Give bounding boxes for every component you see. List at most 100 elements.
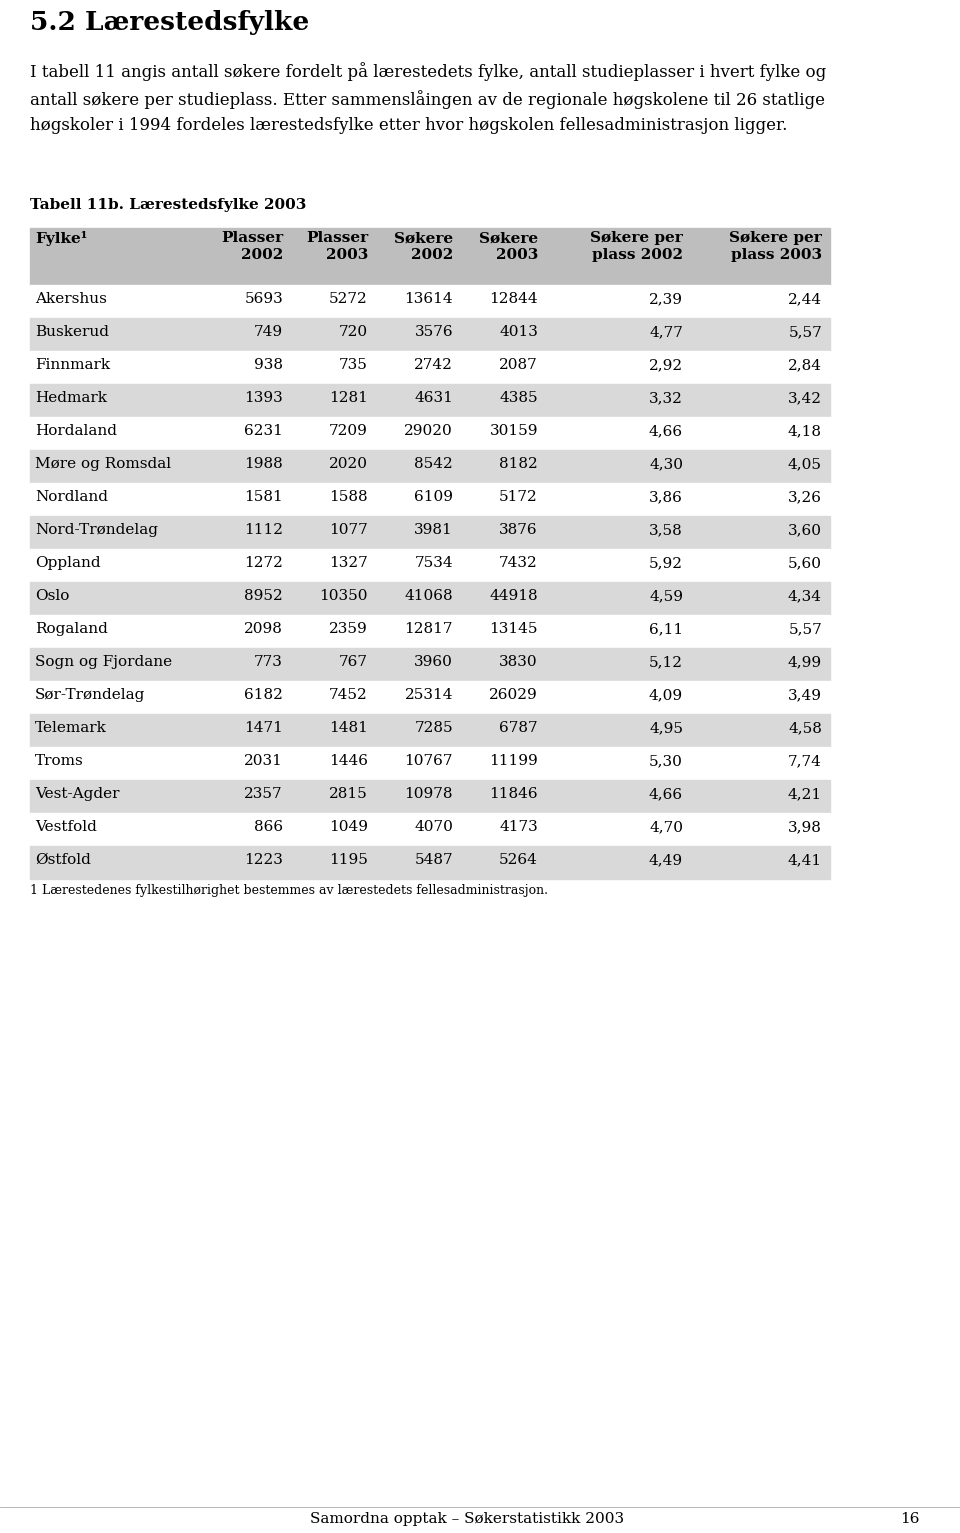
Bar (30, 583, 830, 615)
Text: 4,09: 4,09 (649, 688, 683, 702)
Text: 5,57: 5,57 (788, 622, 822, 636)
Text: 6,11: 6,11 (649, 622, 683, 636)
Text: Plasser
2002: Plasser 2002 (221, 231, 283, 262)
Bar (30, 714, 830, 747)
Text: 5693: 5693 (244, 291, 283, 307)
Text: Søkere
2002: Søkere 2002 (394, 231, 453, 262)
Text: 3,58: 3,58 (649, 523, 683, 537)
Text: Sør-Trøndelag: Sør-Trøndelag (35, 688, 145, 702)
Bar (30, 451, 830, 483)
Text: 7285: 7285 (415, 721, 453, 734)
Text: 8542: 8542 (415, 457, 453, 471)
Text: 1112: 1112 (244, 523, 283, 537)
Text: 866: 866 (253, 820, 283, 834)
Text: 1581: 1581 (244, 491, 283, 504)
Text: 4070: 4070 (414, 820, 453, 834)
Text: 10350: 10350 (320, 589, 368, 602)
Text: 3960: 3960 (414, 655, 453, 668)
Text: 7534: 7534 (415, 556, 453, 570)
Text: 938: 938 (254, 359, 283, 373)
Text: 4,05: 4,05 (788, 457, 822, 471)
Text: 26029: 26029 (490, 688, 538, 702)
Text: 5.2 Lærestedsfylke: 5.2 Lærestedsfylke (30, 11, 309, 35)
Text: 11199: 11199 (490, 754, 538, 768)
Text: 1327: 1327 (329, 556, 368, 570)
Text: 12817: 12817 (404, 622, 453, 636)
Text: 3,86: 3,86 (649, 491, 683, 504)
Text: 13614: 13614 (404, 291, 453, 307)
Text: 4,66: 4,66 (649, 425, 683, 438)
Text: 11846: 11846 (490, 786, 538, 802)
Bar (30, 285, 830, 317)
Text: Tabell 11b. Lærestedsfylke 2003: Tabell 11b. Lærestedsfylke 2003 (30, 198, 306, 212)
Text: 10978: 10978 (404, 786, 453, 802)
Text: 1988: 1988 (244, 457, 283, 471)
Bar (30, 615, 830, 648)
Text: 44918: 44918 (490, 589, 538, 602)
Bar (30, 517, 830, 549)
Bar (30, 483, 830, 517)
Text: 735: 735 (339, 359, 368, 373)
Text: 2,39: 2,39 (649, 291, 683, 307)
Text: 30159: 30159 (490, 425, 538, 438)
Text: 4,66: 4,66 (649, 786, 683, 802)
Text: Vest-Agder: Vest-Agder (35, 786, 119, 802)
Text: 7209: 7209 (329, 425, 368, 438)
Text: Fylke¹: Fylke¹ (35, 231, 87, 245)
Bar (30, 747, 830, 780)
Text: 6787: 6787 (499, 721, 538, 734)
Text: 5264: 5264 (499, 852, 538, 868)
Text: 2087: 2087 (499, 359, 538, 373)
Text: 5,30: 5,30 (649, 754, 683, 768)
Text: 4,18: 4,18 (788, 425, 822, 438)
Text: 8182: 8182 (499, 457, 538, 471)
Text: Oslo: Oslo (35, 589, 69, 602)
Bar (30, 648, 830, 681)
Text: Vestfold: Vestfold (35, 820, 97, 834)
Text: 1049: 1049 (329, 820, 368, 834)
Text: 2,84: 2,84 (788, 359, 822, 373)
Text: 4385: 4385 (499, 391, 538, 405)
Text: Søkere per
plass 2002: Søkere per plass 2002 (590, 231, 683, 262)
Text: 2742: 2742 (414, 359, 453, 373)
Text: 3576: 3576 (415, 325, 453, 339)
Text: 4631: 4631 (414, 391, 453, 405)
Text: 4013: 4013 (499, 325, 538, 339)
Text: 3,98: 3,98 (788, 820, 822, 834)
Text: 5,12: 5,12 (649, 655, 683, 668)
Text: 3876: 3876 (499, 523, 538, 537)
Text: 29020: 29020 (404, 425, 453, 438)
Text: Troms: Troms (35, 754, 84, 768)
Text: 7,74: 7,74 (788, 754, 822, 768)
Text: 1393: 1393 (244, 391, 283, 405)
Text: 3,32: 3,32 (649, 391, 683, 405)
Bar (30, 549, 830, 583)
Bar (30, 317, 830, 351)
Text: 7452: 7452 (329, 688, 368, 702)
Text: 1281: 1281 (329, 391, 368, 405)
Text: Oppland: Oppland (35, 556, 101, 570)
Text: 2357: 2357 (245, 786, 283, 802)
Text: 4,58: 4,58 (788, 721, 822, 734)
Bar (30, 417, 830, 451)
Text: 1446: 1446 (329, 754, 368, 768)
Text: 3981: 3981 (415, 523, 453, 537)
Text: Sogn og Fjordane: Sogn og Fjordane (35, 655, 172, 668)
Text: Plasser
2003: Plasser 2003 (306, 231, 368, 262)
Text: 4,41: 4,41 (788, 852, 822, 868)
Text: Telemark: Telemark (35, 721, 107, 734)
Text: 767: 767 (339, 655, 368, 668)
Text: 3,42: 3,42 (788, 391, 822, 405)
Text: 4173: 4173 (499, 820, 538, 834)
Text: 773: 773 (254, 655, 283, 668)
Text: 4,70: 4,70 (649, 820, 683, 834)
Text: 2020: 2020 (329, 457, 368, 471)
Text: Samordna opptak – Søkerstatistikk 2003: Samordna opptak – Søkerstatistikk 2003 (310, 1512, 624, 1525)
Text: 2098: 2098 (244, 622, 283, 636)
Text: Nordland: Nordland (35, 491, 108, 504)
Text: 2815: 2815 (329, 786, 368, 802)
Bar (30, 228, 830, 285)
Text: 25314: 25314 (404, 688, 453, 702)
Text: 1 Lærestedenes fylkestilhørighet bestemmes av lærestedets fellesadministrasjon.: 1 Lærestedenes fylkestilhørighet bestemm… (30, 885, 548, 897)
Text: 5,60: 5,60 (788, 556, 822, 570)
